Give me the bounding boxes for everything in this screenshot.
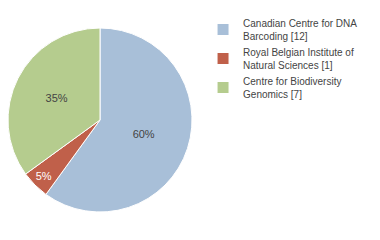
svg-text:Canadian Centre for DNABarcodi: Canadian Centre for DNABarcoding [12] [243,18,357,42]
svg-text:Royal Belgian Institute ofNatu: Royal Belgian Institute ofNatural Scienc… [243,47,354,71]
svg-text:35%: 35% [46,92,68,104]
svg-text:Centre for BiodiversityGenomic: Centre for BiodiversityGenomics [7] [243,76,341,100]
svg-text:60%: 60% [133,128,155,140]
svg-text:5%: 5% [36,170,52,182]
